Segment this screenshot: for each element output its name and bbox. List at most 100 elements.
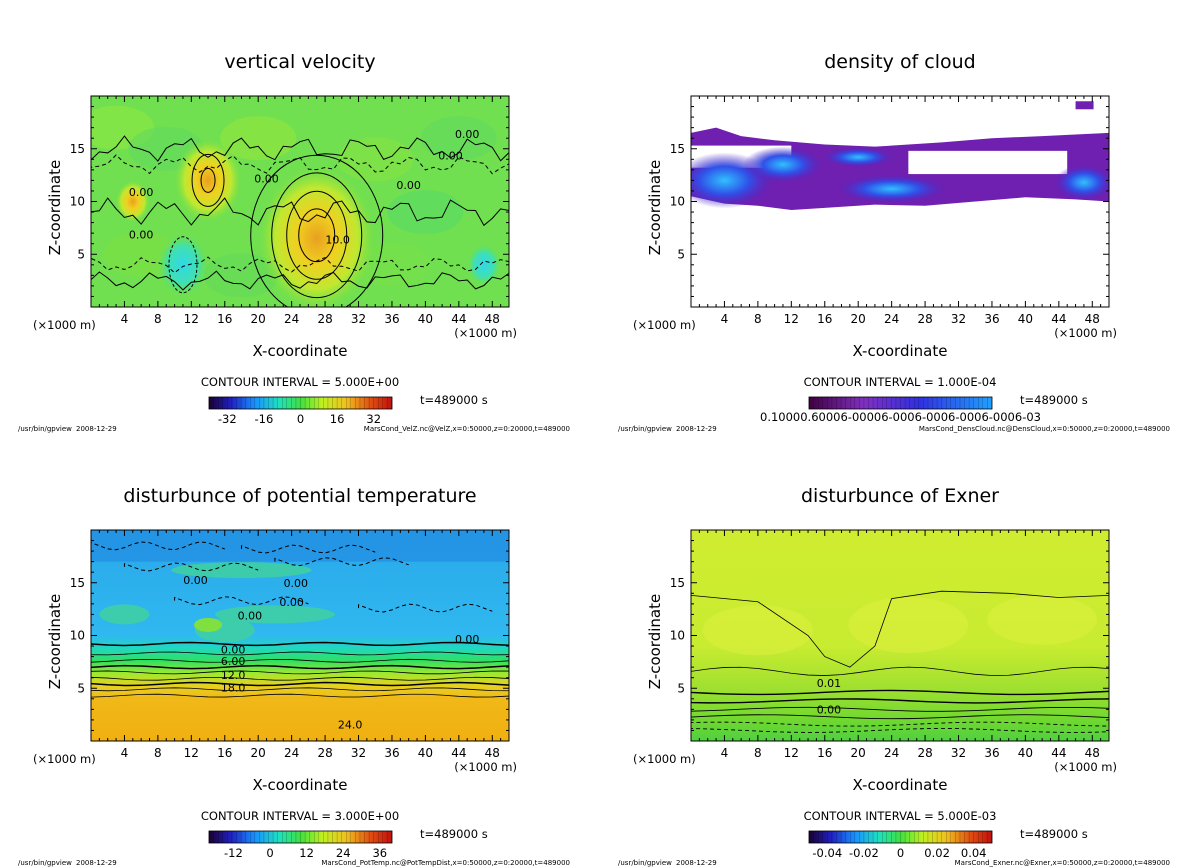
chart-title: density of cloud [824, 51, 976, 73]
field-patch [420, 116, 497, 161]
contour-line [691, 666, 1109, 676]
contour-label: 10.0 [325, 234, 350, 247]
footer-program: /usr/bin/gpview [18, 425, 72, 433]
y-axis-label: Z-coordinate [646, 160, 664, 255]
y-tick-label: 5 [677, 681, 685, 695]
contour-line [691, 590, 1109, 668]
contour-label: 0.00 [438, 149, 463, 162]
contour-label: 0.00 [455, 633, 480, 646]
contour-label: 0.00 [817, 704, 842, 717]
contour-label: 12.0 [221, 669, 246, 682]
contour-line [691, 698, 1109, 704]
contour-interval: CONTOUR INTERVAL = 1.000E-04 [804, 375, 997, 389]
x-tick-label: 40 [1018, 746, 1033, 760]
contour-label: 0.00 [129, 228, 154, 241]
footer-date: 2008-12-29 [76, 859, 117, 867]
colorbar-tick-label: 12 [299, 846, 314, 860]
x-tick-label: 8 [754, 746, 762, 760]
plot-area: 0.01 0.00 [691, 530, 1109, 741]
colorbar-tick-label: 0.04 [961, 846, 987, 860]
x-tick-label: 20 [251, 312, 266, 326]
colorbar-tick-label: -0.04 [812, 846, 842, 860]
x-tick-label: 44 [1051, 312, 1066, 326]
x-unit-left: (×1000 m) [633, 318, 696, 332]
contour-line [91, 641, 509, 647]
x-tick-label: 28 [317, 312, 332, 326]
footer-source: MarsCond_DensCloud.nc@DensCloud,x=0:5000… [919, 425, 1170, 433]
colorbar-tick-label: 24 [336, 846, 351, 860]
footer-source: MarsCond_VelZ.nc@VelZ,x=0:50000,z=0:2000… [364, 425, 570, 433]
contour-line [91, 681, 509, 687]
x-tick-label: 44 [1051, 746, 1066, 760]
x-axis-label: X-coordinate [853, 776, 948, 794]
x-tick-label: 16 [817, 746, 832, 760]
contour-line [91, 651, 509, 656]
warm-patch [99, 604, 150, 625]
footer-source: MarsCond_Exner.nc@Exner,x=0:50000,z=0:20… [955, 859, 1170, 867]
contour-label: 0.00 [221, 643, 246, 656]
data-feature [174, 138, 242, 222]
x-tick-label: 24 [284, 312, 299, 326]
colorbar-tick-label: -0.02 [849, 846, 879, 860]
x-tick-label: 12 [184, 746, 199, 760]
colorbar-tick-label: 0 [266, 846, 273, 860]
y-axis-label: Z-coordinate [646, 594, 664, 689]
contour-line [691, 721, 1109, 727]
contour-line [691, 727, 1109, 733]
contour-line [91, 664, 509, 670]
contour-line [168, 236, 198, 294]
x-unit-right: (×1000 m) [454, 760, 517, 774]
footer-program: /usr/bin/gpview [618, 425, 672, 433]
contour-label: 0.00 [238, 610, 263, 623]
contour-line [91, 135, 509, 162]
contour-line [691, 706, 1109, 712]
time-label: t=489000 s [420, 827, 488, 841]
colorbar-tick-label: 36 [372, 846, 387, 860]
x-tick-label: 16 [817, 312, 832, 326]
chart-title: vertical velocity [224, 51, 375, 73]
field-patch [987, 594, 1098, 645]
x-tick-label: 4 [121, 746, 129, 760]
colorbar-tick-label: -16 [255, 412, 274, 426]
x-tick-label: 8 [154, 746, 162, 760]
y-tick-label: 5 [77, 681, 85, 695]
y-tick-label: 10 [70, 629, 85, 643]
x-tick-label: 28 [317, 746, 332, 760]
cloud-dense-region [823, 147, 894, 168]
x-tick-label: 48 [485, 312, 500, 326]
x-tick-label: 16 [217, 746, 232, 760]
x-unit-left: (×1000 m) [33, 752, 96, 766]
y-tick-label: 10 [70, 195, 85, 209]
x-tick-label: 44 [451, 746, 466, 760]
contour-line [91, 658, 509, 663]
x-tick-label: 24 [884, 312, 899, 326]
x-axis-label: X-coordinate [253, 776, 348, 794]
x-tick-label: 28 [917, 746, 932, 760]
footer-program: /usr/bin/gpview [618, 859, 672, 867]
contour-label: 0.00 [183, 574, 208, 587]
time-label: t=489000 s [1020, 393, 1088, 407]
x-tick-label: 12 [184, 312, 199, 326]
data-feature [467, 243, 501, 286]
x-unit-right: (×1000 m) [1054, 760, 1117, 774]
y-tick-label: 10 [670, 195, 685, 209]
contour-line [91, 676, 509, 681]
x-tick-label: 48 [485, 746, 500, 760]
footer-date: 2008-12-29 [76, 425, 117, 433]
x-tick-label: 40 [418, 746, 433, 760]
x-tick-label: 20 [851, 312, 866, 326]
x-tick-label: 12 [784, 312, 799, 326]
y-tick-label: 15 [70, 576, 85, 590]
x-tick-label: 4 [121, 312, 129, 326]
cloud-dense-region [742, 146, 823, 183]
contour-line [91, 670, 509, 675]
x-tick-label: 24 [284, 746, 299, 760]
y-tick-label: 5 [77, 247, 85, 261]
colorbar-tick-label: 16 [330, 412, 345, 426]
chart-panel-1: vertical velocity0.000.0010.00.000.000.0… [18, 51, 570, 433]
field-patch [337, 137, 414, 182]
x-tick-label: 36 [384, 746, 399, 760]
